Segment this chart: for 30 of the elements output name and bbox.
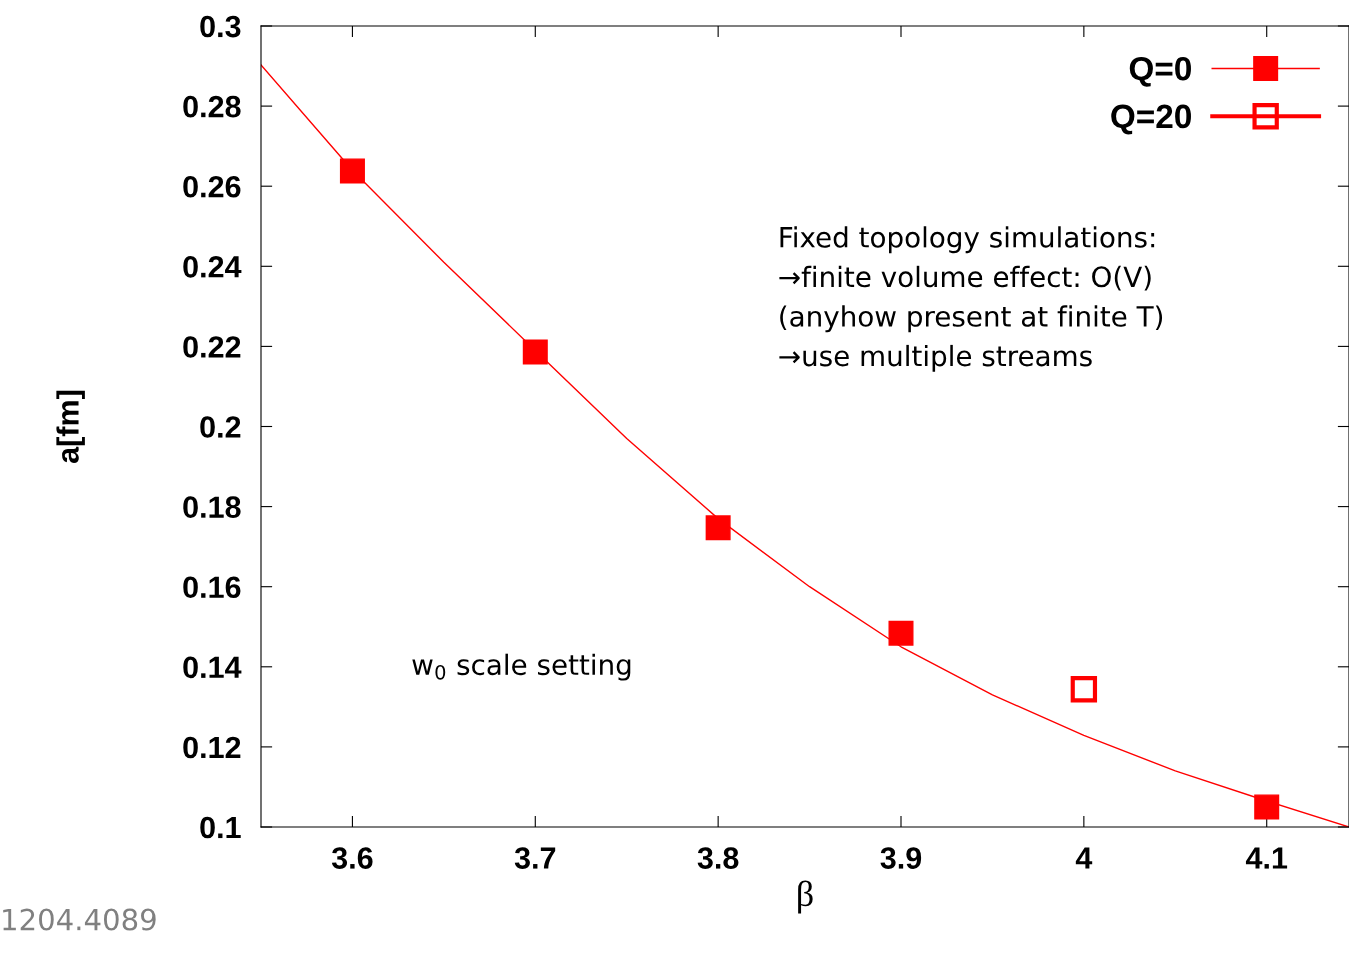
y-axis-title: a[fm]	[56, 390, 85, 463]
x-tick-label: 4.1	[1245, 847, 1288, 869]
legend-label: Q=0	[1129, 56, 1191, 87]
point	[705, 515, 731, 541]
y-tick-label: 0.18	[183, 496, 241, 518]
text: 1204.4089	[3, 908, 156, 931]
y-tick-label: 0.28	[183, 95, 241, 118]
y-tick-label: 0.26	[183, 175, 241, 198]
annotation: Fixed topology simulations: →finite volume effect: O(V) (anyhow present at finite T) →use multiple streams	[779, 226, 1163, 372]
x-axis-title: β	[798, 880, 813, 914]
point	[1070, 676, 1098, 703]
y-tick-label: 0.1	[200, 816, 241, 839]
annotation: w$_{0}$ scale setting	[412, 653, 631, 681]
y-tick-label: 0.14	[183, 656, 242, 679]
x-tick-label: 3.8	[697, 847, 739, 869]
x-tick-label: 3.7	[514, 847, 556, 869]
y-tick-label: 0.24	[183, 256, 242, 278]
x-tick-label: 4	[1075, 847, 1093, 869]
point	[888, 620, 914, 646]
y-tick-label: 0.3	[200, 15, 241, 38]
point	[522, 339, 548, 365]
point	[1254, 794, 1280, 820]
x-tick-label: 3.9	[880, 847, 922, 869]
y-tick-label: 0.22	[183, 336, 241, 358]
x-tick-label: 3.6	[331, 847, 373, 869]
y-tick-label: 0.12	[183, 736, 241, 759]
y-tick-label: 0.2	[200, 416, 241, 438]
point	[339, 158, 365, 184]
legend-label: Q=20	[1111, 104, 1191, 135]
y-tick-label: 0.16	[183, 576, 241, 599]
